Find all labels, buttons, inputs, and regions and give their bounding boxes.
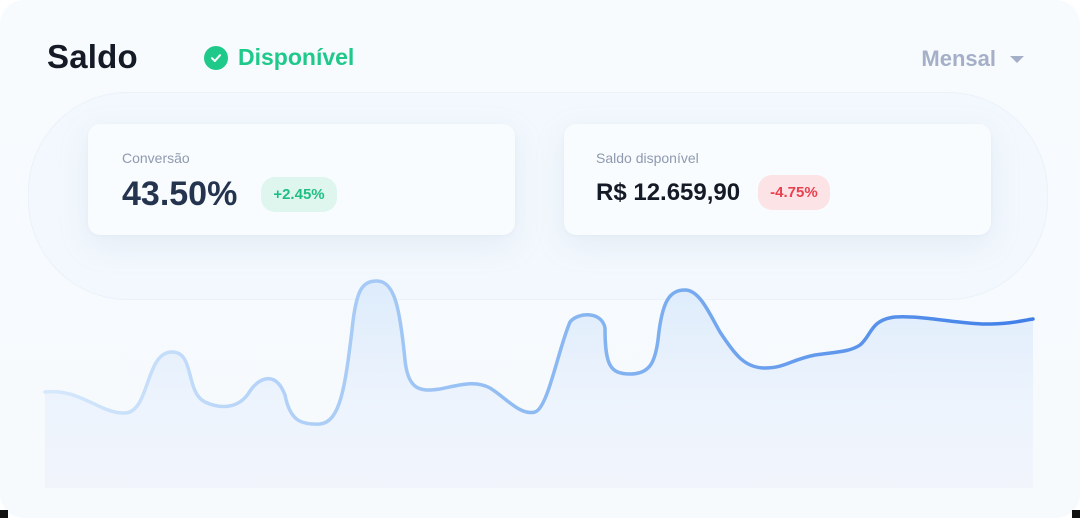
corner-mark-left bbox=[0, 510, 8, 518]
available-balance-card: Saldo disponível R$ 12.659,90 -4.75% bbox=[564, 124, 991, 235]
available-balance-label: Saldo disponível bbox=[596, 150, 699, 166]
conversion-change-badge: +2.45% bbox=[261, 177, 337, 212]
chevron-down-icon[interactable] bbox=[1010, 55, 1024, 63]
check-circle-icon bbox=[204, 45, 228, 70]
available-balance-value: R$ 12.659,90 bbox=[596, 178, 741, 206]
status-indicator: Disponível bbox=[204, 44, 354, 71]
available-balance-change-badge: -4.75% bbox=[758, 175, 830, 210]
available-balance-value-row: R$ 12.659,90 -4.75% bbox=[596, 175, 830, 210]
conversion-value: 43.50% bbox=[122, 175, 238, 213]
conversion-value-row: 43.50% +2.45% bbox=[122, 175, 337, 214]
chart-line bbox=[43, 279, 1035, 426]
chart-area bbox=[45, 281, 1033, 488]
period-label: Mensal bbox=[921, 46, 996, 71]
conversion-card: Conversão 43.50% +2.45% bbox=[88, 124, 515, 235]
corner-mark-right bbox=[1072, 510, 1080, 518]
status-label: Disponível bbox=[238, 44, 355, 70]
conversion-label: Conversão bbox=[122, 150, 190, 166]
panel-title: Saldo bbox=[47, 38, 138, 75]
period-dropdown[interactable]: Mensal bbox=[921, 46, 1024, 72]
